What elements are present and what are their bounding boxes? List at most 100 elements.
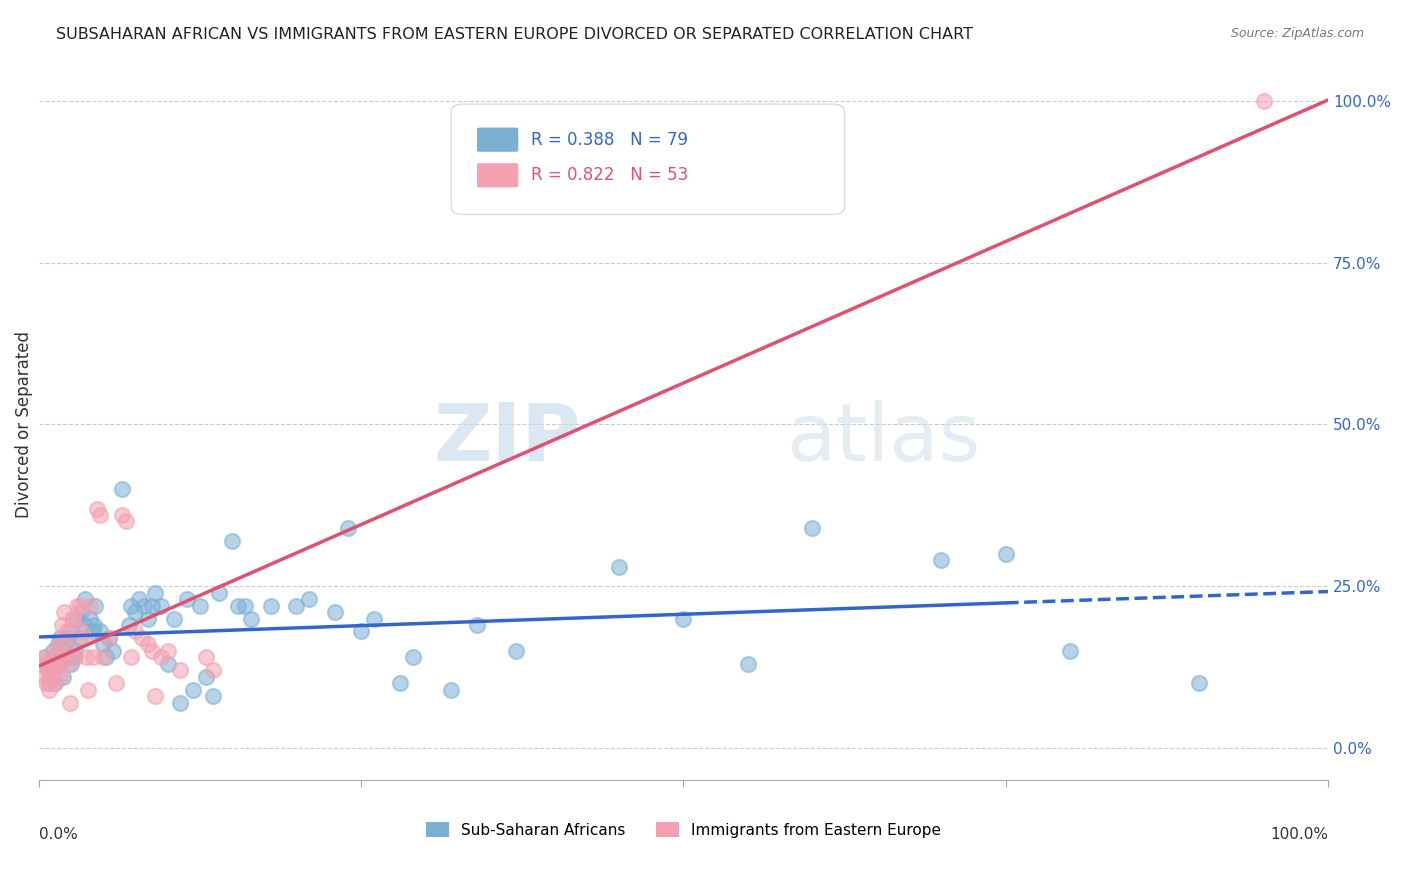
Point [134,599,156,613]
Point [156,644,179,658]
Point [94,650,117,665]
Point [141,644,163,658]
Point [150,650,173,665]
Point [388,676,411,690]
Point [118,618,141,632]
Point [141,599,163,613]
Point [63,650,86,665]
Point [37,663,59,677]
Point [82,650,104,665]
Point [163,611,186,625]
Point [233,599,256,613]
Point [440,682,463,697]
Point [240,611,263,625]
Point [91,650,114,665]
Point [89,508,111,522]
Point [91,637,114,651]
Point [63,644,86,658]
Text: 100.0%: 100.0% [1270,827,1329,841]
Point [66,599,89,613]
Point [73,592,96,607]
Point [111,482,134,496]
Point [53,644,76,658]
Point [60,611,83,625]
Point [52,670,75,684]
Point [49,631,72,645]
Text: R = 0.388   N = 79: R = 0.388 N = 79 [531,131,688,149]
Point [59,657,82,671]
Point [994,547,1017,561]
Point [82,624,104,639]
FancyBboxPatch shape [477,163,519,187]
Point [48,637,70,651]
Point [1253,94,1275,108]
Point [59,644,82,658]
Point [221,533,243,548]
Point [285,599,308,613]
Point [34,650,56,665]
Point [83,618,105,632]
Point [929,553,952,567]
Point [104,676,127,690]
Point [55,637,77,651]
Point [34,650,56,665]
Point [41,670,63,684]
Text: ZIP: ZIP [433,400,581,477]
Point [62,611,84,625]
Point [76,682,98,697]
Point [51,650,73,665]
Point [181,682,204,697]
Point [58,696,80,710]
Point [69,599,91,613]
Point [208,585,231,599]
Point [136,611,159,625]
Point [75,650,97,665]
Point [98,631,121,645]
Point [37,663,59,677]
Point [337,521,360,535]
Point [672,611,695,625]
Point [86,501,108,516]
Point [201,689,224,703]
Point [176,592,198,607]
Point [124,624,146,639]
Text: 0.0%: 0.0% [38,827,77,841]
Point [150,599,173,613]
Point [69,631,91,645]
Legend: Sub-Saharan Africans, Immigrants from Eastern Europe: Sub-Saharan Africans, Immigrants from Ea… [419,815,948,844]
Point [39,657,62,671]
Point [70,605,93,619]
Point [363,611,385,625]
Point [465,618,488,632]
Point [136,637,159,651]
Point [42,644,65,658]
Point [143,585,166,599]
Point [73,631,96,645]
Point [143,689,166,703]
Point [228,599,250,613]
Point [89,624,111,639]
Point [607,559,630,574]
Point [120,650,142,665]
Point [46,657,69,671]
Point [73,618,96,632]
Point [66,611,89,625]
FancyBboxPatch shape [451,104,845,214]
Point [156,657,179,671]
Point [42,650,65,665]
Point [111,508,134,522]
Point [195,650,218,665]
Point [62,650,84,665]
Point [323,605,346,619]
Point [169,696,191,710]
Text: R = 0.822   N = 53: R = 0.822 N = 53 [531,166,689,185]
Point [53,605,76,619]
Text: Source: ZipAtlas.com: Source: ZipAtlas.com [1230,27,1364,40]
Text: atlas: atlas [786,400,981,477]
FancyBboxPatch shape [477,128,519,152]
Point [44,663,66,677]
Point [737,657,759,671]
Point [120,599,142,613]
Point [45,657,67,671]
Point [1059,644,1081,658]
